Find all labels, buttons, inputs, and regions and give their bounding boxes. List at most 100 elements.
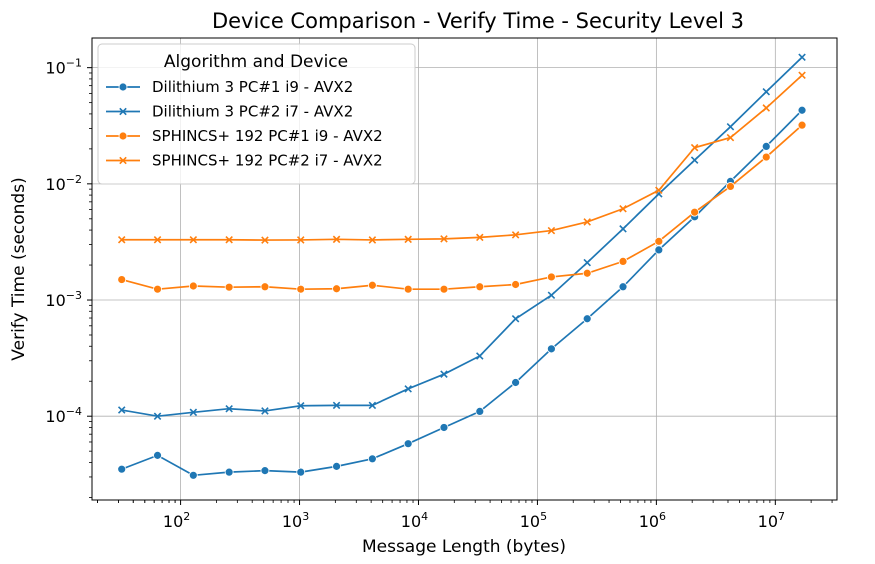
y-tick-label: 10−3 xyxy=(45,289,82,310)
series-line xyxy=(121,56,803,418)
x-tick-label: 106 xyxy=(639,510,666,531)
x-tick-label: 104 xyxy=(401,510,428,531)
data-point xyxy=(619,205,627,213)
data-point xyxy=(476,352,484,360)
data-point xyxy=(332,284,341,294)
data-point xyxy=(583,258,591,267)
series-0 xyxy=(117,105,807,480)
series-1 xyxy=(117,53,806,420)
data-point xyxy=(583,218,591,226)
data-point xyxy=(117,464,127,474)
data-point xyxy=(296,284,306,294)
data-point xyxy=(762,88,771,96)
legend-box xyxy=(97,43,416,185)
data-point xyxy=(403,284,413,294)
data-point xyxy=(224,467,234,477)
chart-title: Device Comparison - Verify Time - Securi… xyxy=(212,9,744,33)
data-point xyxy=(296,467,306,477)
data-point xyxy=(726,182,735,191)
data-point xyxy=(547,291,556,299)
series-line xyxy=(121,109,803,477)
legend-label: Dilithium 3 PC#2 i7 - AVX2 xyxy=(152,103,353,121)
data-point xyxy=(798,53,806,61)
data-point xyxy=(367,280,377,290)
legend-marker xyxy=(118,82,128,92)
data-point xyxy=(547,344,556,354)
data-point xyxy=(475,406,485,416)
data-point xyxy=(404,235,412,244)
data-point xyxy=(797,120,807,130)
data-point xyxy=(440,370,448,378)
data-point xyxy=(261,236,269,244)
data-point xyxy=(511,314,520,323)
data-point xyxy=(726,122,735,131)
data-point xyxy=(153,236,162,244)
data-point xyxy=(189,408,198,417)
data-point xyxy=(403,439,413,449)
data-point xyxy=(189,236,198,244)
y-tick-label: 10−4 xyxy=(45,405,82,426)
data-point xyxy=(153,284,162,294)
legend-marker xyxy=(118,131,128,141)
data-point xyxy=(225,236,233,244)
x-tick-label: 105 xyxy=(520,510,547,531)
data-point xyxy=(618,256,628,266)
data-point xyxy=(260,282,270,292)
data-point xyxy=(440,235,448,243)
series-layer xyxy=(117,53,807,480)
legend-label: Dilithium 3 PC#1 i9 - AVX2 xyxy=(152,78,353,96)
series-line xyxy=(121,74,803,241)
legend-label: SPHINCS+ 192 PC#1 i9 - AVX2 xyxy=(152,127,383,145)
plot-frame xyxy=(91,37,838,501)
data-point xyxy=(475,282,485,292)
data-point xyxy=(547,226,556,235)
data-point xyxy=(511,231,520,239)
data-point xyxy=(404,385,412,393)
data-point xyxy=(439,423,449,432)
x-tick-label: 103 xyxy=(282,510,309,531)
data-point xyxy=(332,235,341,244)
data-point xyxy=(619,225,627,233)
data-point xyxy=(439,284,449,294)
legend-title: Algorithm and Device xyxy=(164,52,348,72)
data-point xyxy=(654,236,664,246)
data-point xyxy=(188,470,198,480)
axis-ticks: 102 103 104 105 106 107 10−4 10−3 10−2 10−1 xyxy=(45,57,833,531)
x-axis-label: Message Length (bytes) xyxy=(362,537,566,557)
data-point xyxy=(368,401,377,410)
data-point xyxy=(547,272,556,282)
data-point xyxy=(511,378,520,387)
y-axis-label: Verify Time (seconds) xyxy=(9,177,29,360)
data-point xyxy=(117,406,126,414)
data-point xyxy=(296,401,305,410)
data-point xyxy=(296,236,305,244)
series-2 xyxy=(117,120,807,294)
data-point xyxy=(797,105,807,115)
data-point xyxy=(117,275,127,284)
data-point xyxy=(332,401,341,410)
legend-label: SPHINCS+ 192 PC#2 i7 - AVX2 xyxy=(152,152,383,170)
data-point xyxy=(224,282,234,292)
data-point xyxy=(690,143,699,152)
data-point xyxy=(654,245,664,255)
data-point xyxy=(655,186,663,195)
data-point xyxy=(476,233,484,242)
data-point xyxy=(582,268,592,278)
legend-marker xyxy=(119,107,127,116)
y-tick-label: 10−2 xyxy=(45,173,82,194)
data-point xyxy=(761,152,771,162)
data-point xyxy=(690,207,700,217)
legend: Algorithm and Device Dilithium 3 PC#1 i9… xyxy=(97,43,416,185)
data-point xyxy=(511,280,520,289)
data-point xyxy=(761,142,771,151)
series-3 xyxy=(117,71,806,244)
data-point xyxy=(153,450,162,460)
data-point xyxy=(726,133,735,142)
legend-marker xyxy=(119,156,127,165)
data-point xyxy=(762,104,771,112)
y-tick-label: 10−1 xyxy=(45,57,82,78)
x-tick-label: 102 xyxy=(163,510,190,531)
data-point xyxy=(368,236,377,244)
data-point xyxy=(798,71,806,80)
